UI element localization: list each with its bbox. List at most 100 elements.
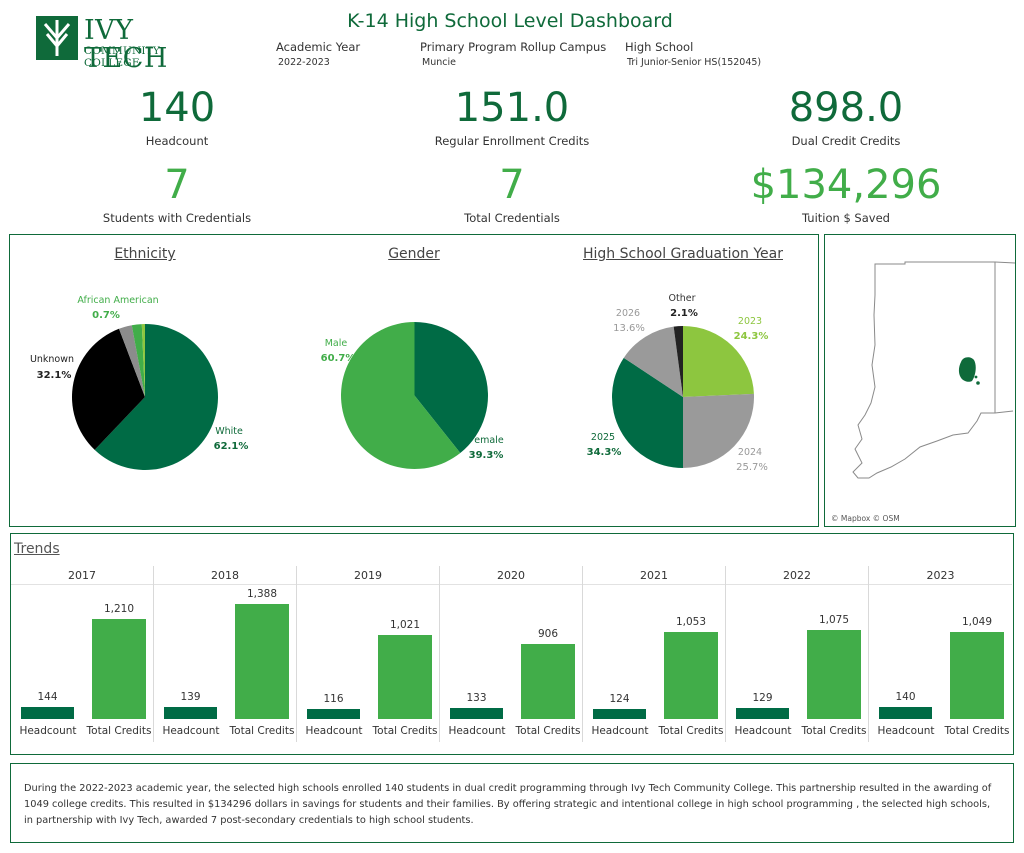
bar-credits-2017[interactable] bbox=[92, 618, 146, 719]
ethnicity-white-label: White bbox=[215, 426, 243, 437]
kpi-students-credentials-label: Students with Credentials bbox=[102, 211, 252, 225]
tri-hs-location-dot bbox=[976, 381, 980, 385]
bar-credits-2018[interactable] bbox=[235, 604, 289, 719]
gender-slice-female[interactable] bbox=[414, 322, 489, 454]
indiana-map[interactable] bbox=[825, 235, 1016, 527]
ivy-leaf-logo-icon bbox=[36, 16, 78, 60]
dashboard-title: K-14 High School Level Dashboard bbox=[0, 10, 1024, 32]
gender-slice-male[interactable] bbox=[341, 322, 461, 469]
ethnicity-unknown-pct: 32.1% bbox=[36, 370, 72, 381]
ivy-tech-logo: IVY TECH COMMUNITY COLLEGE bbox=[36, 16, 206, 73]
trend-year-2018: 2018 139 Headcount 1,388 Total Credits bbox=[154, 566, 297, 742]
grad-2023-pct: 24.3% bbox=[733, 331, 769, 342]
bar-credits-2019[interactable] bbox=[378, 634, 432, 719]
bar-credits-2021[interactable] bbox=[664, 631, 718, 719]
bar-credits-2020[interactable] bbox=[521, 644, 575, 719]
ethnicity-white-pct: 62.1% bbox=[213, 441, 249, 452]
grad-year-slice-2025[interactable] bbox=[612, 357, 683, 468]
bar-value-headcount-2020: 133 bbox=[466, 691, 487, 704]
grad-year-slice-2024[interactable] bbox=[683, 393, 754, 468]
gender-male-pct: 60.7% bbox=[320, 353, 356, 364]
ethnicity-unknown-label: Unknown bbox=[29, 354, 75, 365]
bar-value-headcount-2021: 124 bbox=[609, 692, 630, 705]
trend-year-header: 2022 bbox=[726, 566, 868, 585]
filter-academic-year-label: Academic Year bbox=[276, 40, 361, 54]
map-attribution[interactable]: © Mapbox © OSM bbox=[831, 514, 900, 523]
filter-campus-value[interactable]: Muncie bbox=[422, 57, 456, 68]
trend-year-header: 2020 bbox=[440, 566, 582, 585]
bar-value-headcount-2017: 144 bbox=[37, 691, 58, 704]
state-border-line-east bbox=[994, 410, 1014, 414]
ethnicity-slice-unknown[interactable] bbox=[72, 328, 145, 450]
bar-headcount-2021[interactable] bbox=[593, 708, 646, 719]
trend-year-header: 2019 bbox=[297, 566, 439, 585]
grad-other-label: Other bbox=[668, 293, 696, 304]
kpi-regular-credits-label: Regular Enrollment Credits bbox=[434, 134, 590, 148]
gender-pie[interactable] bbox=[341, 322, 488, 469]
grad-year-slice-2026[interactable] bbox=[623, 326, 683, 397]
grad-year-slice-other[interactable] bbox=[673, 326, 683, 397]
filter-high-school-value[interactable]: Tri Junior-Senior HS(152045) bbox=[627, 57, 762, 68]
trend-year-2021: 2021 124 Headcount 1,053 Total Credits bbox=[583, 566, 726, 742]
bar-value-credits-2018: 1,388 bbox=[246, 588, 278, 601]
ethnicity-slice-african-american[interactable] bbox=[141, 324, 145, 397]
trend-year-header: 2023 bbox=[869, 566, 1012, 585]
trends-panel bbox=[10, 533, 1014, 755]
bar-credits-2022[interactable] bbox=[807, 630, 861, 719]
bar-category-label-credits: Total Credits bbox=[515, 725, 581, 737]
grad-year-slice-2023[interactable] bbox=[683, 326, 754, 397]
grad-2026-label: 2026 bbox=[615, 308, 641, 319]
grad-2024-pct: 25.7% bbox=[736, 462, 768, 473]
ethnicity-pie[interactable] bbox=[72, 324, 218, 470]
grad-2025-pct: 34.3% bbox=[586, 447, 622, 458]
trends-title: Trends bbox=[14, 541, 60, 557]
ethnicity-slice-white[interactable] bbox=[94, 324, 218, 470]
bar-category-label-credits: Total Credits bbox=[658, 725, 724, 737]
demographics-panel bbox=[9, 234, 819, 527]
bar-value-credits-2017: 1,210 bbox=[103, 602, 135, 615]
gender-male-label: Male bbox=[324, 338, 348, 349]
trend-year-2020: 2020 133 Headcount 906 Total Credits bbox=[440, 566, 583, 742]
summary-text: During the 2022-2023 academic year, the … bbox=[10, 763, 1014, 843]
kpi-headcount-label: Headcount bbox=[145, 134, 209, 148]
gender-female-pct: 39.3% bbox=[468, 450, 504, 461]
bar-category-label-credits: Total Credits bbox=[372, 725, 438, 737]
bar-headcount-2018[interactable] bbox=[164, 707, 217, 719]
trend-year-2017: 2017 144 Headcount 1,210 Total Credits bbox=[11, 566, 154, 742]
kpi-total-credentials-value: 7 bbox=[499, 162, 525, 208]
trend-year-header: 2017 bbox=[11, 566, 153, 585]
kpi-regular-credits-value: 151.0 bbox=[454, 85, 570, 131]
gender-title: Gender bbox=[388, 246, 440, 262]
ethnicity-slice-2[interactable] bbox=[118, 325, 145, 397]
trend-year-2022: 2022 129 Headcount 1,075 Total Credits bbox=[726, 566, 869, 742]
filter-academic-year-value[interactable]: 2022-2023 bbox=[278, 57, 330, 68]
ethnicity-slice-3[interactable] bbox=[131, 324, 145, 397]
filter-high-school-label: High School bbox=[625, 40, 694, 54]
kpi-headcount-value: 140 bbox=[138, 85, 216, 131]
grad-year-pie[interactable] bbox=[612, 326, 754, 468]
bar-headcount-2020[interactable] bbox=[450, 707, 503, 719]
bar-value-headcount-2019: 116 bbox=[323, 693, 344, 706]
state-border-line bbox=[994, 261, 1015, 264]
bar-category-label-headcount: Headcount bbox=[734, 725, 792, 737]
bar-headcount-2019[interactable] bbox=[307, 709, 360, 719]
tri-hs-district-shape bbox=[958, 357, 976, 382]
trend-year-2019: 2019 116 Headcount 1,021 Total Credits bbox=[297, 566, 440, 742]
gender-female-label: emale bbox=[474, 435, 504, 446]
ethnicity-title: Ethnicity bbox=[114, 246, 176, 262]
bar-value-credits-2021: 1,053 bbox=[675, 615, 707, 628]
dashboard-title-text: K-14 High School Level Dashboard bbox=[347, 10, 673, 32]
trend-year-2023: 2023 140 Headcount 1,049 Total Credits bbox=[869, 566, 1012, 742]
bar-credits-2023[interactable] bbox=[950, 632, 1004, 719]
grad-2025-label: 2025 bbox=[590, 432, 616, 443]
tri-hs-location-dot-2 bbox=[974, 375, 978, 379]
bar-category-label-headcount: Headcount bbox=[162, 725, 220, 737]
bar-headcount-2023[interactable] bbox=[879, 707, 932, 719]
logo-name: IVY TECH bbox=[84, 15, 168, 74]
map-panel[interactable]: © Mapbox © OSM bbox=[824, 234, 1016, 527]
bar-headcount-2017[interactable] bbox=[21, 707, 74, 719]
bar-category-label-credits: Total Credits bbox=[944, 725, 1010, 737]
bar-category-label-headcount: Headcount bbox=[448, 725, 506, 737]
bar-headcount-2022[interactable] bbox=[736, 708, 789, 719]
kpi-dual-credits-label: Dual Credit Credits bbox=[791, 134, 901, 148]
